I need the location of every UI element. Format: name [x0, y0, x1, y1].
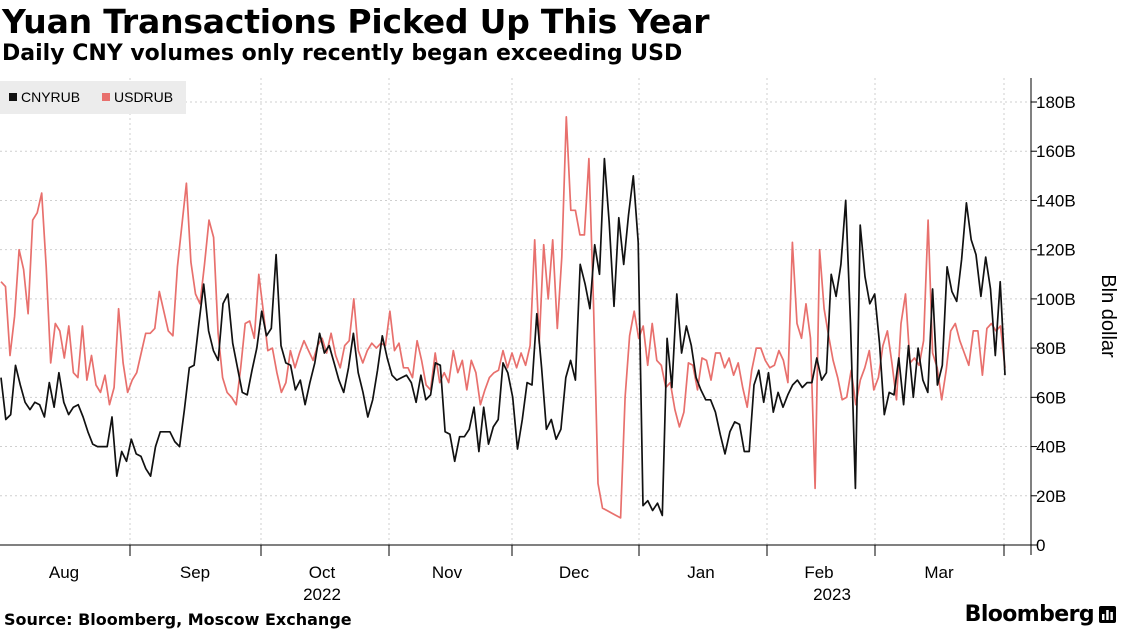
x-tick-label: Dec — [559, 563, 590, 582]
x-year-label: 2023 — [813, 585, 851, 604]
y-tick-label: 60B — [1036, 388, 1066, 407]
y-tick-label: 180B — [1036, 93, 1076, 112]
source-note: Source: Bloomberg, Moscow Exchange — [4, 610, 352, 629]
x-tick-label: Oct — [309, 563, 336, 582]
x-year-label: 2022 — [303, 585, 341, 604]
y-tick-label: 40B — [1036, 438, 1066, 457]
bloomberg-logo: Bloomberg — [965, 602, 1116, 627]
legend-item-cnyrub[interactable]: CNYRUB — [9, 89, 80, 105]
y-tick-label: 120B — [1036, 241, 1076, 260]
brand-name: Bloomberg — [964, 602, 1095, 627]
legend-swatch-usdrub — [102, 93, 110, 101]
chart-legend: CNYRUB USDRUB — [0, 81, 186, 114]
chart-subtitle: Daily CNY volumes only recently began ex… — [2, 41, 683, 66]
y-tick-label: 80B — [1036, 339, 1066, 358]
y-tick-label: 140B — [1036, 191, 1076, 210]
legend-label-cnyrub: CNYRUB — [21, 89, 81, 105]
x-tick-label: Nov — [432, 563, 463, 582]
chart-title: Yuan Transactions Picked Up This Year — [2, 2, 710, 41]
legend-label-usdrub: USDRUB — [114, 89, 174, 105]
x-tick-label: Mar — [924, 563, 954, 582]
series-line-usdrub — [0, 115, 1006, 519]
y-tick-label: 0 — [1036, 536, 1045, 555]
x-tick-label: Aug — [49, 563, 79, 582]
y-axis-title: Bln dollar — [1097, 274, 1119, 358]
y-tick-label: 160B — [1036, 142, 1076, 161]
legend-swatch-cnyrub — [9, 93, 17, 101]
x-tick-label: Jan — [687, 563, 714, 582]
legend-item-usdrub[interactable]: USDRUB — [102, 89, 173, 105]
x-tick-label: Feb — [804, 563, 833, 582]
bar-chart-icon — [1099, 606, 1116, 623]
x-tick-label: Sep — [180, 563, 210, 582]
y-tick-label: 100B — [1036, 290, 1076, 309]
y-tick-label: 20B — [1036, 487, 1066, 506]
series-line-cnyrub — [0, 157, 1006, 517]
